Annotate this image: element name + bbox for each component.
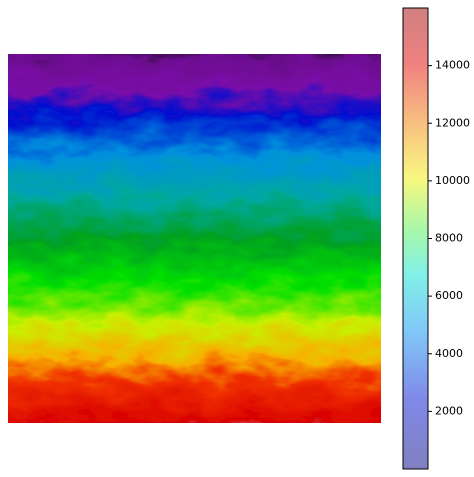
image-texture bbox=[8, 54, 381, 423]
tick-label: 12000 bbox=[435, 116, 470, 129]
tick-label: 2000 bbox=[435, 404, 463, 417]
colorbar-axis: 2000 4000 6000 8000 10000 12000 14000 bbox=[428, 59, 470, 417]
tick-label: 6000 bbox=[435, 289, 463, 302]
image bbox=[8, 54, 381, 423]
tick-label: 14000 bbox=[435, 59, 470, 72]
tick-label: 10000 bbox=[435, 174, 470, 187]
colorbar bbox=[402, 7, 429, 470]
tick-label: 8000 bbox=[435, 232, 463, 245]
tick-label: 4000 bbox=[435, 347, 463, 360]
